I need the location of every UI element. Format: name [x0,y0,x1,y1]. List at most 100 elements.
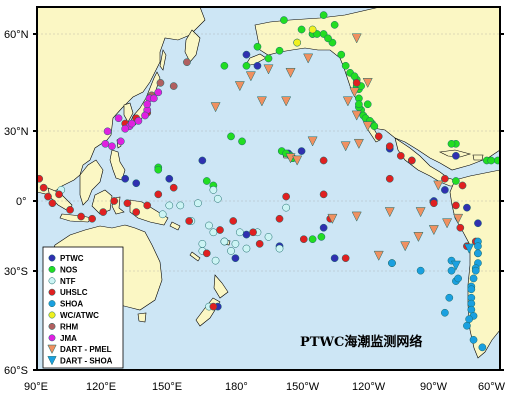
new-zealand-north [213,274,229,299]
station-marker-nos [370,122,379,131]
station-marker-jma [127,119,136,128]
station-marker-dartpmel [442,218,453,229]
station-marker-shoa [463,321,471,330]
station-marker-shoa [474,249,482,258]
station-marker-shoa [465,315,473,323]
lon-label-60w: 60°W [478,381,506,393]
station-marker-uhslc [407,156,416,165]
map-title: PTWC海潮监测网络 [300,334,422,350]
station-marker-uhslc [66,206,74,214]
station-marker-ptwc [231,254,240,263]
station-marker-uhslc [299,235,308,244]
station-marker-ntf [213,194,222,203]
station-markers [29,11,500,352]
station-marker-dartpmel [245,71,256,82]
station-marker-nos [487,156,496,165]
indochina [79,159,104,206]
station-marker-dartpmel [292,155,303,166]
hispaniola [472,154,484,161]
legend-swatch-shoa [48,300,56,308]
lat-label-30n: 30°N [4,126,29,138]
legend-swatch-dartshoa [47,356,57,366]
station-marker-uhslc [154,190,163,199]
station-marker-jma [121,124,130,133]
station-marker-dartpmel [303,53,314,64]
legend-label-shoa: SHOA [60,300,83,309]
station-marker-uhslc [185,217,193,225]
station-marker-ptwc [242,50,251,59]
frame-ticks [33,33,504,371]
station-marker-uhslc [229,217,238,225]
station-marker-rhm [156,79,165,87]
station-marker-dartpmel [428,225,439,236]
station-marker-dartpmel [281,96,292,107]
station-marker-ptwc [463,203,471,212]
legend-swatch-nos [48,265,56,273]
station-marker-dartpmel [400,241,411,252]
station-marker-nos [308,235,317,244]
station-marker-uhslc [456,223,465,232]
station-marker-shoa [471,266,480,275]
station-marker-nos [242,61,251,70]
station-marker-nos [363,100,372,109]
station-marker-dartshoa [450,260,461,271]
station-marker-ntf [198,239,207,248]
station-marker-nos [317,233,326,241]
legend-swatch-rhm [48,322,56,330]
station-marker-uhslc [319,156,328,165]
station-marker-dartpmel [349,87,360,98]
station-marker-uhslc [275,214,284,223]
legend: PTWC NOS NTF UHSLC SHOA WC/ATWC RHM JMA DART - P… [42,246,124,369]
station-marker-uhslc [202,249,211,258]
station-marker-ntf [220,237,229,246]
legend-box [42,246,124,369]
legend-label-uhslc: UHSLC [60,288,88,297]
station-marker-ntf [264,233,273,241]
station-marker-jma [134,117,143,125]
station-marker-dartpmel [353,138,364,149]
station-marker-ptwc [330,254,339,263]
station-marker-nos [154,165,163,174]
station-marker-uhslc [249,228,257,237]
korea-peninsula [123,102,134,123]
lon-label-180: 180° [225,381,248,393]
station-marker-wcatwc [308,25,317,34]
station-marker-ptwc [165,174,174,183]
station-marker-jma [150,94,158,103]
station-marker-uhslc [216,226,224,234]
legend-swatch-uhslc [48,288,56,296]
station-marker-dartpmel [256,96,267,107]
station-marker-nos [330,21,339,29]
station-marker-shoa [416,266,425,275]
map-frame [36,6,501,371]
station-marker-ptwc [242,230,251,239]
station-marker-dartpmel [415,207,426,218]
station-marker-nos [447,139,456,148]
station-marker-ntf [227,247,235,255]
station-marker-uhslc [77,212,85,221]
station-marker-uhslc [39,183,48,192]
station-marker-ntf [242,244,251,253]
station-marker-uhslc [441,174,449,183]
station-marker-dartpmel [351,110,362,121]
station-marker-uhslc [29,180,36,187]
station-marker-jma [114,114,123,123]
station-marker-dartpmel [327,213,338,224]
station-marker-nos [324,34,332,43]
station-marker-rhm [169,82,178,90]
station-marker-nos [253,42,262,51]
station-marker-ntf [209,228,218,237]
north-america [254,7,500,171]
landmasses [37,7,500,359]
station-marker-uhslc [37,174,44,183]
legend-label-nos: NOS [60,265,78,274]
legend-swatch-jma [48,334,56,342]
station-marker-shoa [445,293,454,302]
station-marker-nos [220,61,229,70]
legend-label-dartpmel: DART - PMEL [60,345,112,354]
station-marker-dartpmel [362,121,373,132]
station-marker-nos [264,54,273,63]
station-marker-jma [108,142,116,151]
station-marker-shoa [388,259,396,267]
